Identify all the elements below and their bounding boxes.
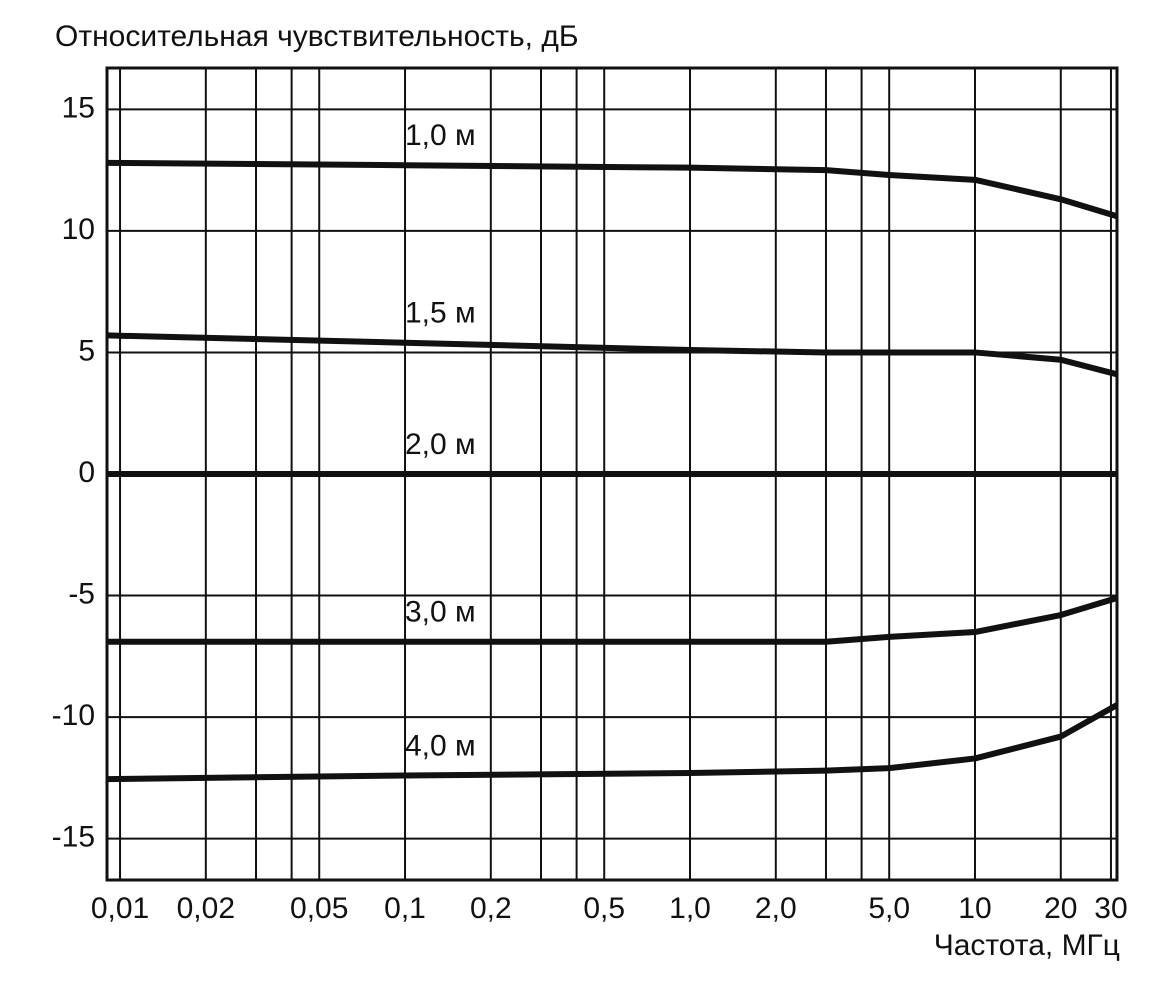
- x-tick-label: 0,2: [470, 892, 512, 925]
- x-tick-label: 20: [1044, 892, 1077, 925]
- y-tick-label: 0: [78, 456, 95, 489]
- series-label: 2,0 м: [405, 428, 476, 461]
- series-line: [106, 159, 1118, 220]
- x-tick-label: 5,0: [868, 892, 910, 925]
- series-line: [107, 595, 1118, 645]
- x-tick-label: 2,0: [755, 892, 797, 925]
- x-axis-label: Частота, МГц: [934, 929, 1120, 962]
- x-tick-label: 0,02: [177, 892, 235, 925]
- x-tick-label: 0,01: [91, 892, 149, 925]
- series-line: [106, 702, 1119, 783]
- x-tick-label: 1,0: [669, 892, 711, 925]
- y-tick-label: -15: [52, 821, 95, 854]
- series-label: 4,0 м: [405, 729, 476, 762]
- y-tick-label: -5: [68, 577, 95, 610]
- x-tick-label: 30: [1094, 892, 1127, 925]
- y-tick-label: -10: [52, 699, 95, 732]
- y-tick-label: 15: [62, 91, 95, 124]
- series-label: 1,0 м: [405, 119, 476, 152]
- x-tick-label: 0,05: [290, 892, 348, 925]
- series-label: 3,0 м: [405, 596, 476, 629]
- series-label: 1,5 м: [405, 297, 476, 330]
- x-tick-label: 10: [958, 892, 991, 925]
- y-axis-label: Относительная чувствительность, дБ: [55, 20, 579, 53]
- x-tick-label: 0,1: [384, 892, 426, 925]
- x-tick-label: 0,5: [583, 892, 625, 925]
- y-tick-label: 5: [78, 334, 95, 367]
- series-line: [106, 332, 1118, 378]
- y-tick-label: 10: [62, 213, 95, 246]
